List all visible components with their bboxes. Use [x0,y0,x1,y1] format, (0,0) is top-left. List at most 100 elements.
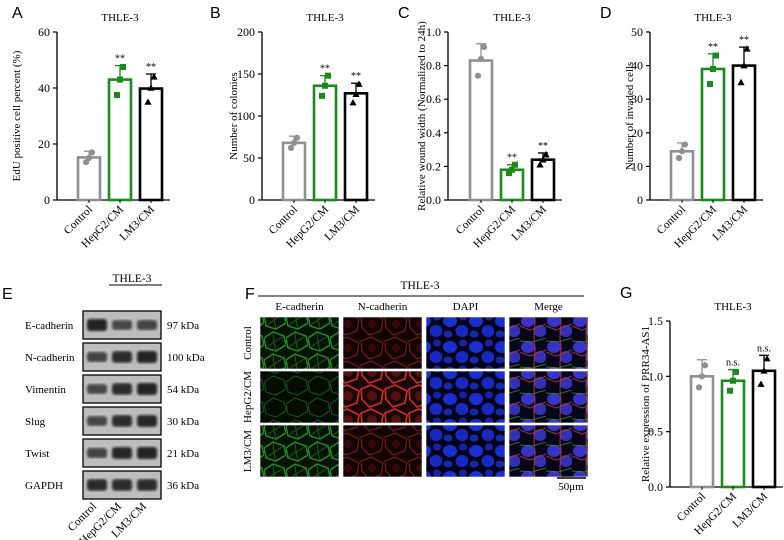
y-tick-label: 0 [249,193,255,207]
data-point [512,161,518,168]
chart-title: THLE-3 [714,301,752,313]
data-point [287,144,295,152]
y-tick-label: 0.0 [426,193,441,207]
data-point [120,64,126,70]
blot-band [87,448,107,458]
bar [731,64,757,202]
if-image-tile [342,424,423,478]
y-tick-label: 40 [631,59,643,73]
data-point [325,72,331,79]
data-point [710,65,716,72]
data-point [695,384,703,391]
data-point [474,72,482,79]
data-point [293,134,301,141]
blot-band [137,383,157,395]
y-tick-label: 0 [637,193,643,207]
blot-title: THLE-3 [113,273,152,285]
protein-label: Vimentin [25,384,66,396]
chart-title: THLE-3 [493,12,531,24]
data-point [506,170,512,177]
data-point [698,373,706,380]
blot-band [137,447,157,459]
data-point [150,73,158,80]
y-tick-label: 1.5 [648,314,663,328]
data-point [352,90,360,97]
significance-label: ** [739,35,749,46]
data-point [760,367,768,374]
data-point [88,149,96,156]
blot-band [87,352,107,362]
protein-label: E-cadherin [25,320,74,332]
kda-label: 97 kDa [167,320,199,332]
protein-label: Slug [25,416,46,428]
if-image-tile [508,316,589,370]
y-axis-label: Number of colonies [228,72,240,159]
data-point [355,80,363,87]
data-point [509,166,515,173]
bar [76,156,102,202]
panel-label: E [2,286,13,303]
data-point [349,98,357,106]
y-tick-label: 0.8 [426,59,441,73]
bar [468,59,494,202]
chart-title: THLE-3 [101,12,139,24]
blot-band [137,320,157,330]
kda-label: 21 kDa [167,448,199,460]
bar [312,84,338,202]
y-tick-label: 0.0 [648,480,663,494]
data-point [85,154,93,162]
panel-label: D [600,5,612,22]
bar [751,369,777,489]
data-point [147,84,155,91]
y-tick-label: 100 [237,109,255,123]
panel-label: F [245,286,255,303]
if-column-label: DAPI [453,301,479,313]
data-point [117,76,123,83]
if-row-label: LM3/CM [242,430,254,472]
bar [530,158,556,202]
blot-band [112,479,132,491]
if-column-label: E-cadherin [275,301,324,313]
y-tick-label: 30 [631,92,643,106]
y-axis-label: EdU positive cell percent (%) [11,50,23,181]
y-tick-label: 0.5 [648,425,663,439]
blot-band [112,320,132,330]
data-point [743,45,751,52]
blot-band [137,351,157,363]
significance-label: ** [708,42,718,53]
if-image-tile [259,316,340,370]
data-point [144,98,152,105]
data-point [730,377,736,384]
significance-label: ** [115,54,125,65]
if-image-tile [259,424,340,478]
significance-label: n.s. [757,343,771,354]
blot-band [112,447,132,459]
if-image-tile [342,370,423,424]
y-axis-label: Number of invaded cells [624,62,636,170]
y-tick-label: 60 [38,25,50,39]
y-axis-label: Relative expression of PRR34-AS1 [640,326,652,482]
data-point [740,62,748,69]
if-image-tile [508,424,589,478]
panel-label: A [12,5,23,22]
y-tick-label: 20 [631,126,643,140]
chart-title: THLE-3 [694,12,732,24]
data-point [763,355,771,362]
chart-panel-d: D THLE-3 0 10 20 30 40 50 Number of invaded cell… [600,5,763,251]
significance-label: ** [538,141,548,152]
if-image-tile [425,424,506,478]
y-tick-label: 0.4 [426,126,441,140]
blot-band [112,351,132,363]
data-point [675,154,683,162]
significance-label: ** [146,62,156,73]
y-tick-label: 0.2 [426,159,441,173]
y-tick-label: 50 [243,151,255,165]
blot-band [87,384,107,394]
western-blot-panel: E THLE-3 E-cadherin 97 kDa N-cadherin 100 kDa… [2,273,205,540]
data-point [737,78,745,86]
data-point [480,44,488,51]
